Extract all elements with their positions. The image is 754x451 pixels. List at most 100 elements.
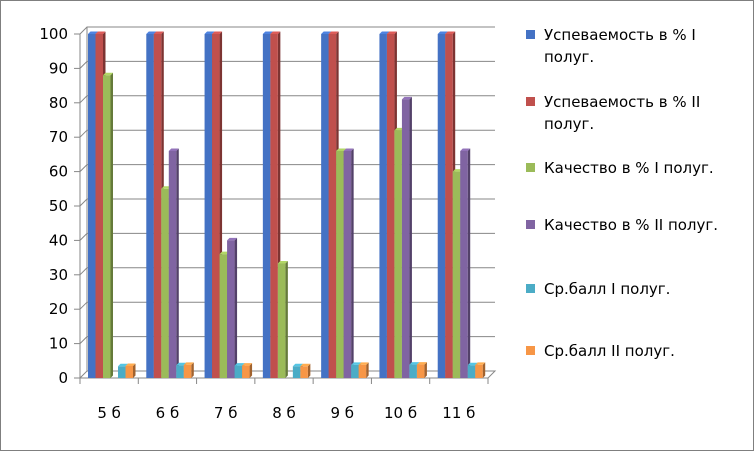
bar-front — [351, 364, 359, 378]
bar-top — [460, 148, 471, 151]
legend-item: Ср.балл I полуг. — [526, 280, 670, 298]
bar-top — [118, 363, 128, 367]
legend-item: Качество в % I полуг. — [526, 159, 714, 177]
bar-front — [183, 364, 192, 378]
legend-label: Успеваемость в % I — [544, 26, 696, 44]
bar-top — [88, 31, 98, 34]
bar-side — [307, 363, 311, 378]
bar — [358, 362, 369, 378]
bar-front — [475, 364, 483, 378]
bar — [242, 363, 253, 378]
legend-swatch — [526, 284, 535, 293]
bar-top — [300, 363, 311, 367]
bar-front — [460, 150, 468, 378]
bar — [401, 96, 412, 379]
bar-front — [416, 364, 425, 378]
bar-top — [401, 96, 412, 100]
legend-swatch — [526, 30, 535, 39]
bar-side — [285, 260, 288, 378]
bar-top — [336, 148, 347, 151]
bar-top — [125, 363, 136, 366]
y-tick-label: 70 — [49, 128, 68, 146]
y-tick-label: 20 — [49, 300, 68, 318]
bar-front — [219, 254, 228, 378]
bar-top — [103, 72, 113, 76]
bar-front — [125, 365, 133, 378]
bar-front — [328, 34, 337, 378]
bar-front — [212, 34, 220, 378]
bar-side — [191, 362, 194, 378]
bar — [343, 148, 354, 378]
x-tick-label: 5 б — [97, 404, 121, 422]
bar-front — [452, 171, 461, 378]
bar — [300, 363, 311, 378]
bar-front — [161, 188, 169, 378]
bar-top — [445, 31, 456, 34]
bar-front — [204, 34, 213, 378]
bar-top — [153, 31, 164, 34]
bar-side — [366, 362, 369, 378]
bar-top — [379, 31, 390, 34]
bar-top — [467, 362, 478, 366]
legend-label: Качество в % II полуг. — [544, 216, 718, 234]
bar-front — [343, 150, 352, 378]
bar-front — [95, 34, 103, 378]
bar-top — [475, 362, 486, 365]
bar-top — [95, 31, 106, 34]
legend: Успеваемость в % I полуг. Успеваемость в %… — [526, 26, 718, 360]
bar — [103, 72, 113, 378]
legend-swatch — [526, 97, 535, 106]
bar-top — [351, 362, 362, 365]
bar-top — [212, 31, 223, 34]
x-tick-label: 9 б — [331, 404, 355, 422]
x-tick-labels: 5 б 6 б 7 б 8 б 9 б 10 б 11 б — [97, 404, 475, 422]
bar-side — [176, 148, 179, 378]
bar-top — [321, 31, 332, 34]
bar-front — [103, 75, 111, 378]
bar-side — [351, 148, 354, 378]
bar-front — [292, 366, 301, 378]
bar-front — [300, 366, 308, 378]
legend-swatch — [526, 163, 535, 172]
bar-front — [445, 34, 453, 378]
bar-front — [227, 240, 235, 378]
bar-top — [242, 363, 253, 366]
bar-top — [277, 260, 288, 264]
bar — [227, 237, 238, 378]
bar-top — [262, 31, 273, 34]
bar-front — [270, 34, 278, 378]
y-tick-label: 10 — [49, 335, 68, 353]
bar-front — [409, 364, 417, 378]
bar-front — [386, 34, 395, 378]
bar-front — [118, 366, 126, 378]
bar-top — [204, 31, 215, 34]
legend-item: Успеваемость в % II полуг. — [526, 93, 700, 133]
bar-front — [379, 34, 387, 378]
legend-swatch — [526, 346, 535, 355]
legend-label: полуг. — [544, 48, 594, 66]
bar-top — [437, 31, 448, 34]
bar-top — [328, 31, 339, 34]
bar-top — [234, 363, 245, 366]
bar-side — [110, 72, 113, 378]
bar-top — [409, 362, 420, 365]
bar-top — [292, 363, 303, 367]
bar-side — [234, 237, 238, 378]
bar-top — [227, 237, 238, 241]
x-tick-label: 11 б — [442, 404, 475, 422]
bar-side — [249, 363, 253, 378]
bar-top — [416, 362, 427, 365]
bar-top — [183, 362, 194, 365]
bar — [416, 362, 427, 378]
bar-side — [409, 96, 412, 379]
y-tick-label: 90 — [49, 59, 68, 77]
bar-front — [467, 365, 476, 378]
bar-front — [146, 34, 154, 378]
legend-swatch — [526, 220, 535, 229]
y-tick-label: 100 — [39, 25, 68, 43]
bar-front — [242, 365, 250, 378]
y-tick-label: 50 — [49, 197, 68, 215]
legend-item: Качество в % II полуг. — [526, 216, 718, 234]
bar-front — [262, 34, 271, 378]
